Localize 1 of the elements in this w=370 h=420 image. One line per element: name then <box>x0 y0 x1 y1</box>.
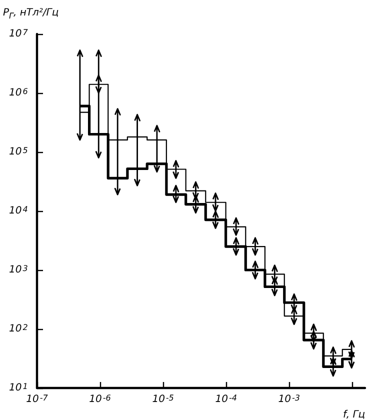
x-axis-title: f, Гц <box>343 410 366 420</box>
